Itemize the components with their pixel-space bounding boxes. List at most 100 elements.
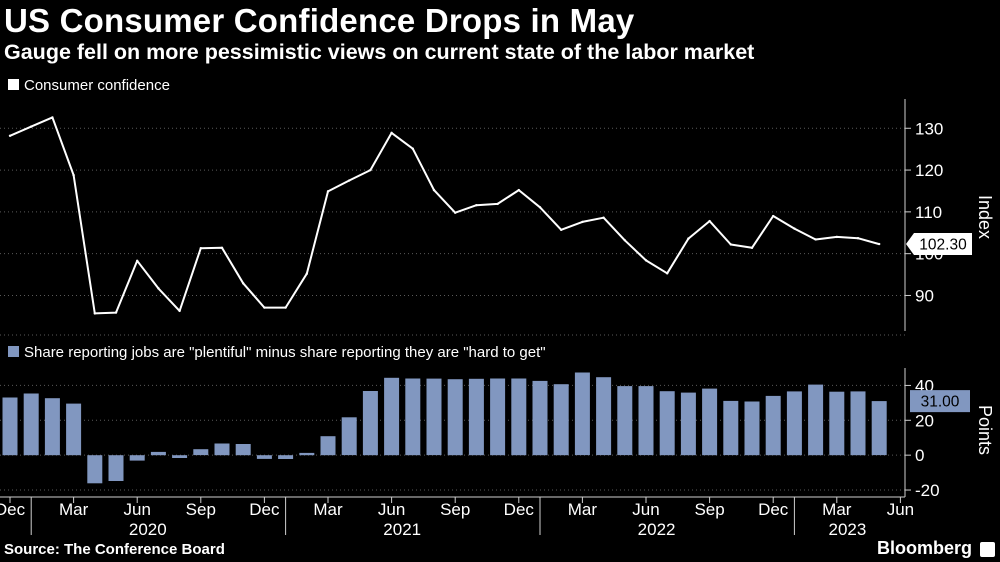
line-point-2021-10 [475, 203, 478, 207]
line-point-2021-06 [390, 131, 393, 135]
line-point-2021-05 [369, 168, 372, 172]
line-point-2020-03 [72, 173, 75, 177]
x-month-label: Jun [632, 500, 659, 519]
line-point-2021-01 [284, 306, 287, 309]
bar-2020-05 [108, 455, 124, 481]
bar-2021-09 [447, 379, 463, 456]
x-month-label: Mar [59, 500, 89, 519]
bar-2022-05 [617, 386, 633, 456]
bottom-y-tick-label: 20 [915, 411, 934, 430]
line-point-2023-01 [793, 227, 796, 230]
bar-2022-09 [702, 388, 718, 456]
x-axis: Dec Mar Jun Sep Dec Mar Jun Sep Dec Mar Jun Sep Dec M… [0, 496, 914, 539]
bar-2020-06 [129, 455, 145, 461]
line-callout-box [906, 233, 972, 256]
bar-2022-04 [596, 377, 612, 456]
line-point-2022-01 [538, 206, 542, 209]
bar-callout-box [910, 390, 970, 413]
line-point-2020-04 [93, 312, 97, 315]
top-grid [0, 127, 905, 296]
x-year-label: 2022 [638, 520, 676, 539]
line-series [8, 116, 881, 315]
bar-2022-11 [744, 401, 760, 456]
line-point-2020-01 [30, 125, 33, 128]
bar-2021-12 [511, 378, 527, 456]
legend-swatch-consumer-confidence [8, 79, 19, 90]
bloomberg-terminal-icon [980, 542, 995, 557]
x-month-label: Jun [887, 500, 914, 519]
bottom-y-tick-label: 0 [915, 446, 924, 465]
x-year-label: 2020 [129, 520, 167, 539]
legend-jobs-differential: Share reporting jobs are "plentiful" min… [24, 344, 546, 361]
bottom-y-tick-label: -20 [915, 481, 940, 500]
bar-2022-07 [659, 391, 675, 456]
bar-2019-12 [2, 397, 18, 456]
bar-2020-02 [44, 398, 60, 456]
line-point-2022-07 [666, 272, 669, 275]
line-point-2020-06 [136, 259, 139, 262]
line-point-2023-04 [856, 237, 860, 240]
source-note: Source: The Conference Board [4, 541, 225, 558]
line-point-2020-08 [178, 309, 181, 313]
bar-2021-10 [468, 378, 484, 456]
line-point-2022-09 [708, 219, 711, 223]
x-month-label: Sep [186, 500, 216, 519]
bar-2022-12 [765, 395, 781, 456]
legend-swatch-jobs-differential [8, 346, 19, 357]
consumer-confidence-line [9, 116, 880, 315]
top-y-tick-label: 120 [915, 161, 943, 180]
bar-2023-03 [829, 391, 845, 456]
bar-2020-01 [23, 393, 39, 456]
bar-2021-07 [405, 378, 421, 456]
bottom-y-axis-label: Points [975, 405, 995, 455]
bar-last-value: 31.00 [921, 394, 960, 411]
line-point-2022-02 [560, 228, 563, 232]
bar-2022-03 [574, 372, 590, 456]
bar-series [2, 372, 887, 484]
bar-2021-11 [490, 378, 506, 456]
line-last-value: 102.30 [919, 237, 967, 254]
x-year-label: 2023 [828, 520, 866, 539]
bar-2020-07 [150, 451, 166, 456]
bar-2020-03 [66, 403, 82, 456]
bar-2021-05 [362, 391, 378, 456]
line-point-2022-06 [644, 259, 648, 262]
bar-2022-10 [723, 400, 739, 456]
bar-2022-02 [553, 384, 569, 456]
x-month-label: Dec [758, 500, 789, 519]
line-point-2022-10 [729, 243, 732, 246]
x-month-label: Mar [822, 500, 852, 519]
bar-2021-01 [278, 455, 294, 459]
chart-title: US Consumer Confidence Drops in May [4, 2, 635, 39]
legend-consumer-confidence: Consumer confidence [24, 77, 170, 94]
bar-last-value-callout: 31.00 [910, 390, 970, 413]
x-month-label: Mar [568, 500, 598, 519]
line-point-2022-03 [581, 220, 584, 224]
line-point-2020-05 [114, 311, 118, 314]
line-point-2021-09 [454, 211, 457, 214]
x-month-label: Sep [694, 500, 724, 519]
x-month-label: Dec [504, 500, 535, 519]
line-point-2023-02 [814, 238, 817, 241]
bar-2023-05 [871, 401, 887, 456]
line-point-2022-05 [623, 239, 626, 242]
line-point-2021-07 [411, 147, 414, 150]
x-month-label: Mar [313, 500, 343, 519]
line-point-2020-09 [199, 247, 202, 250]
top-y-ticks: 90100110120130 [905, 119, 943, 305]
bar-2022-08 [680, 392, 696, 456]
bar-2020-08 [172, 455, 188, 458]
x-month-label: Jun [378, 500, 405, 519]
top-y-tick-label: 130 [915, 119, 943, 138]
line-point-2022-08 [687, 237, 690, 240]
bar-2023-02 [808, 384, 824, 456]
bar-2021-08 [426, 378, 442, 456]
x-month-label: Sep [440, 500, 470, 519]
bar-2021-03 [320, 436, 336, 456]
line-point-2020-10 [220, 246, 224, 250]
line-point-2021-04 [348, 179, 351, 182]
bar-2020-09 [193, 449, 209, 456]
x-month-label: Jun [123, 500, 150, 519]
bar-2022-06 [638, 386, 654, 456]
